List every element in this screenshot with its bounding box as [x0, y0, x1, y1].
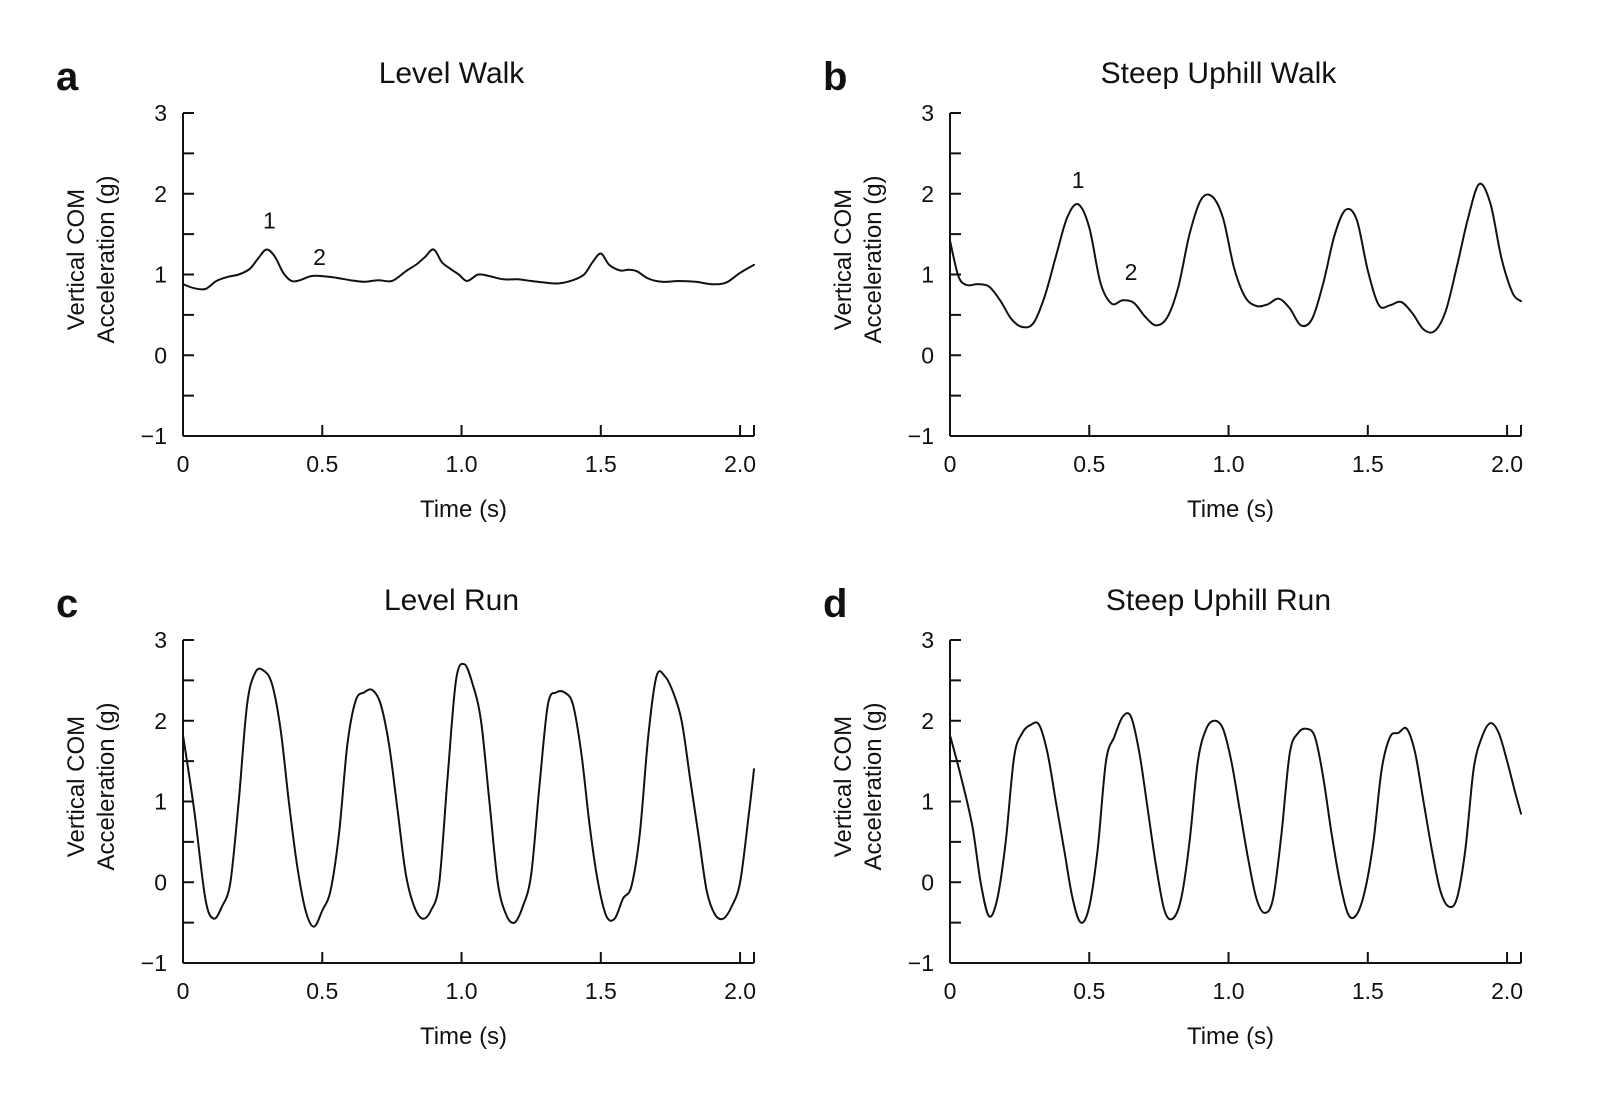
- panel-b: b Steep Uphill Walk 3 2 1 0 −1 0 0.5 1.0 1.5 2.0 Tim…: [823, 55, 1523, 523]
- y-tick-label: 0: [154, 869, 167, 895]
- y-tick-label: −1: [908, 423, 934, 449]
- y-tick-label: 0: [921, 342, 934, 368]
- panel-letter: c: [56, 582, 78, 626]
- y-tick-label: 1: [154, 262, 167, 288]
- x-axis-label: Time (s): [420, 1023, 507, 1050]
- x-tick-label: 1.5: [585, 978, 617, 1004]
- panel-title: Steep Uphill Walk: [1101, 57, 1338, 90]
- panel-c: c Level Run 3 2 1 0 −1 0 0.5 1.0 1.5 2.0 Time (s) Ver…: [56, 582, 756, 1050]
- x-tick-label: 1.5: [1352, 451, 1384, 477]
- x-tick-label: 0.5: [306, 451, 338, 477]
- y-axis-label-line2: Acceleration (g): [860, 175, 887, 343]
- y-tick-label: 1: [921, 789, 934, 815]
- y-tick-label: 3: [921, 100, 934, 126]
- x-tick-label: 1.0: [446, 451, 478, 477]
- series-line-c: [182, 662, 755, 928]
- x-axis-label: Time (s): [1187, 1023, 1274, 1050]
- y-axis-label-line1: Vertical COM: [63, 189, 90, 330]
- panel-a: a Level Walk 3 2 1 0 −1 0 0.5 1.0 1.5 2.0 Time (s) Ve…: [56, 55, 756, 523]
- x-axis-label: Time (s): [420, 496, 507, 523]
- panel-title: Level Walk: [379, 57, 526, 90]
- peak-annotation-1: 1: [263, 207, 276, 233]
- panel-letter: d: [823, 582, 847, 626]
- y-tick-label: 0: [921, 869, 934, 895]
- x-tick-label: 0.5: [1073, 978, 1105, 1004]
- y-tick-label: 3: [154, 627, 167, 653]
- panel-letter: a: [56, 55, 79, 99]
- y-tick-label: 2: [921, 181, 934, 207]
- y-tick-label: 3: [154, 100, 167, 126]
- x-tick-label: 2.0: [1491, 451, 1523, 477]
- y-tick-label: 0: [154, 342, 167, 368]
- y-tick-label: −1: [908, 950, 934, 976]
- y-axis-label-line2: Acceleration (g): [860, 702, 887, 870]
- panel-d: d Steep Uphill Run 3 2 1 0 −1 0 0.5 1.0 1.5 2.0 Time…: [823, 582, 1523, 1050]
- x-tick-label: 1.0: [1213, 978, 1245, 1004]
- y-axis-label-line2: Acceleration (g): [93, 702, 120, 870]
- y-axis-label-line1: Vertical COM: [830, 716, 857, 857]
- x-tick-label: 0: [944, 978, 957, 1004]
- panel-title: Level Run: [384, 584, 519, 617]
- y-tick-label: −1: [141, 950, 167, 976]
- x-tick-label: 2.0: [724, 451, 756, 477]
- peak-annotation-2: 2: [313, 244, 326, 270]
- y-tick-label: −1: [141, 423, 167, 449]
- x-tick-label: 0: [944, 451, 957, 477]
- y-tick-label: 2: [921, 708, 934, 734]
- x-tick-label: 1.0: [446, 978, 478, 1004]
- y-axis-label-line2: Acceleration (g): [93, 175, 120, 343]
- panel-letter: b: [823, 55, 847, 99]
- x-tick-label: 1.0: [1213, 451, 1245, 477]
- y-axis-label-line1: Vertical COM: [830, 189, 857, 330]
- x-tick-label: 0: [177, 978, 190, 1004]
- y-tick-label: 1: [921, 262, 934, 288]
- series-line-b: [949, 182, 1522, 334]
- y-tick-label: 2: [154, 181, 167, 207]
- x-axis-label: Time (s): [1187, 496, 1274, 523]
- x-tick-label: 2.0: [1491, 978, 1523, 1004]
- x-tick-label: 0.5: [1073, 451, 1105, 477]
- series-line-a: [182, 248, 755, 291]
- x-tick-label: 1.5: [585, 451, 617, 477]
- peak-annotation-1: 1: [1072, 167, 1085, 193]
- x-tick-label: 0.5: [306, 978, 338, 1004]
- peak-annotation-2: 2: [1125, 259, 1138, 285]
- y-tick-label: 3: [921, 627, 934, 653]
- x-tick-label: 1.5: [1352, 978, 1384, 1004]
- y-tick-label: 1: [154, 789, 167, 815]
- x-tick-label: 2.0: [724, 978, 756, 1004]
- y-tick-label: 2: [154, 708, 167, 734]
- panel-title: Steep Uphill Run: [1106, 584, 1331, 617]
- y-axis-label-line1: Vertical COM: [63, 716, 90, 857]
- series-line-d: [949, 712, 1522, 924]
- x-tick-label: 0: [177, 451, 190, 477]
